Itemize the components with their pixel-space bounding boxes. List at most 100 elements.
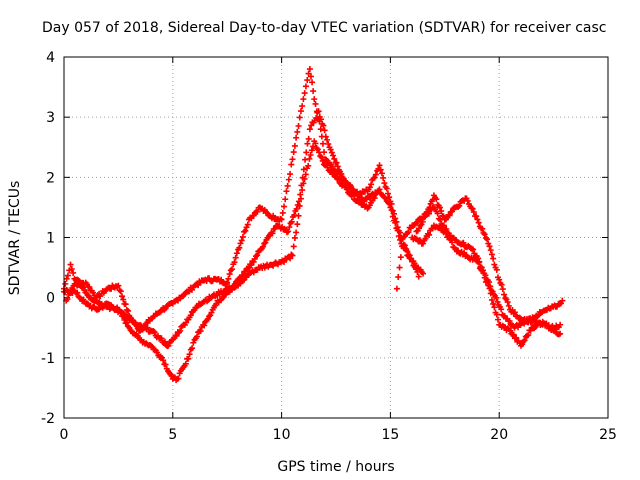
- data-point-interp: [130, 318, 137, 325]
- data-point-interp: [513, 334, 520, 341]
- data-point-interp: [158, 335, 165, 342]
- data-point-interp: [487, 283, 494, 290]
- data-point-interp: [279, 209, 286, 216]
- chart-title: Day 057 of 2018, Sidereal Day-to-day VTE…: [42, 20, 606, 36]
- data-point-interp: [161, 338, 168, 345]
- data-points: [61, 66, 566, 384]
- data-point-interp: [504, 299, 511, 306]
- data-point-interp: [290, 243, 297, 250]
- data-point-interp: [481, 231, 488, 238]
- data-point-interp: [173, 332, 180, 339]
- y-tick-label: 0: [46, 291, 55, 307]
- data-point: [474, 216, 481, 223]
- data-point-interp: [254, 208, 261, 215]
- data-point: [224, 279, 231, 286]
- x-tick-label: 25: [599, 427, 617, 443]
- data-point: [420, 270, 427, 277]
- data-point: [289, 252, 296, 259]
- data-point-interp: [487, 247, 494, 254]
- data-point-interp: [307, 73, 314, 80]
- data-point-interp: [322, 133, 329, 140]
- data-point-interp: [62, 280, 69, 287]
- data-point-interp: [306, 155, 313, 162]
- data-point-interp: [293, 229, 300, 236]
- data-point-interp: [308, 147, 315, 154]
- data-point-interp: [64, 296, 71, 303]
- data-point-interp: [302, 83, 309, 90]
- data-point-interp: [405, 229, 412, 236]
- data-point: [420, 240, 427, 247]
- data-point-interp: [309, 79, 316, 86]
- data-point-interp: [225, 275, 232, 282]
- data-point-interp: [316, 149, 323, 156]
- grid-lines: [64, 57, 608, 418]
- tick-labels: 0 5 10 15 20 25 -2 -1 0 1 2 3 4: [41, 50, 617, 443]
- data-point-interp: [475, 255, 482, 262]
- data-point-interp: [291, 234, 298, 241]
- data-point: [470, 246, 477, 253]
- data-point-interp: [506, 318, 513, 325]
- data-point-interp: [346, 181, 353, 188]
- data-point-interp: [307, 152, 314, 159]
- data-point: [311, 96, 318, 103]
- data-point-interp: [254, 252, 261, 259]
- y-tick-label: 1: [46, 231, 55, 247]
- data-point-interp: [486, 243, 493, 250]
- data-point: [496, 276, 503, 283]
- data-point-interp: [494, 298, 501, 305]
- x-tick-label: 5: [168, 427, 177, 443]
- data-point-interp: [395, 274, 402, 281]
- data-point-interp: [498, 281, 505, 288]
- data-point-interp: [329, 163, 336, 170]
- data-point-interp: [440, 213, 447, 220]
- data-point-interp: [383, 185, 390, 192]
- data-point-interp: [282, 196, 289, 203]
- data-point-interp: [335, 175, 342, 182]
- data-point-interp: [117, 288, 124, 295]
- data-point-interp: [377, 166, 384, 173]
- data-point-interp: [291, 212, 298, 219]
- data-point-interp: [328, 167, 335, 174]
- data-point-interp: [299, 174, 306, 181]
- data-point-interp: [494, 316, 501, 323]
- data-point-interp: [331, 155, 338, 162]
- data-point-interp: [443, 226, 450, 233]
- data-point: [115, 282, 122, 289]
- data-point: [119, 309, 126, 316]
- data-point-interp: [426, 231, 433, 238]
- data-point-interp: [488, 296, 495, 303]
- data-point-interp: [460, 239, 467, 246]
- data-point-interp: [160, 357, 167, 364]
- data-point-interp: [304, 77, 311, 84]
- data-point-interp: [498, 306, 505, 313]
- data-point-interp: [293, 134, 300, 141]
- data-point-interp: [197, 328, 204, 335]
- data-point-interp: [328, 149, 335, 156]
- data-point-interp: [318, 154, 325, 161]
- data-point: [165, 342, 172, 349]
- data-point: [317, 126, 324, 133]
- data-point-interp: [284, 182, 291, 189]
- data-point-interp: [226, 271, 233, 278]
- data-point-interp: [456, 202, 463, 209]
- data-point-interp: [262, 239, 269, 246]
- y-axis-label: SDTVAR / TECUs: [7, 181, 23, 296]
- series-track-b: [61, 138, 427, 384]
- data-point-interp: [449, 208, 456, 215]
- data-point-interp: [313, 115, 320, 122]
- data-point-interp: [399, 243, 406, 250]
- data-point-interp: [233, 250, 240, 257]
- data-point-interp: [491, 304, 498, 311]
- data-point: [372, 189, 379, 196]
- data-point-interp: [239, 233, 246, 240]
- data-point: [289, 156, 296, 163]
- data-point-interp: [297, 108, 304, 115]
- data-point-interp: [248, 262, 255, 269]
- data-point-interp: [388, 207, 395, 214]
- data-point-interp: [480, 267, 487, 274]
- data-point-interp: [381, 180, 388, 187]
- data-point-interp: [301, 90, 308, 97]
- data-point-interp: [482, 272, 489, 279]
- data-point-interp: [304, 140, 311, 147]
- data-point-interp: [501, 291, 508, 298]
